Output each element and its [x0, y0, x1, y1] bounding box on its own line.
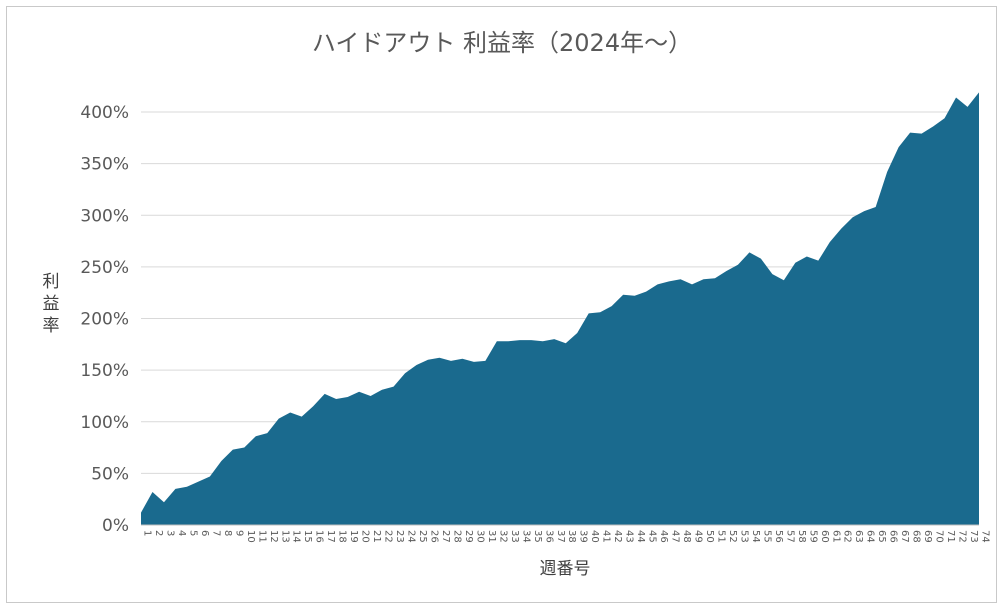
y-tick-label: 150%: [80, 361, 129, 381]
x-tick-label: 44: [635, 530, 646, 543]
x-tick-label: 30: [474, 530, 485, 543]
x-tick-label: 49: [693, 530, 704, 543]
x-tick-label: 20: [360, 530, 371, 543]
x-tick-label: 38: [566, 530, 577, 543]
y-tick-label: 200%: [80, 310, 129, 330]
x-tick-label: 13: [279, 530, 290, 543]
x-tick-label: 22: [383, 530, 394, 543]
x-tick-label: 60: [819, 530, 830, 543]
x-tick-label: 54: [750, 530, 761, 543]
x-tick-label: 10: [245, 530, 256, 543]
x-tick-label: 61: [830, 530, 841, 543]
x-tick-label: 25: [417, 530, 428, 543]
x-tick-label: 32: [497, 530, 508, 543]
x-tick-label: 58: [796, 530, 807, 543]
y-tick-label: 100%: [80, 413, 129, 433]
area-chart: ハイドアウト 利益率（2024年～） 0%50%100%150%200%250%…: [43, 29, 991, 579]
x-tick-label: 3: [164, 530, 175, 536]
chart-frame: ハイドアウト 利益率（2024年～） 0% 50% 100% 150% 200% 250%…: [6, 6, 997, 603]
x-tick-label: 11: [256, 530, 267, 543]
x-tick-label: 45: [647, 530, 658, 543]
x-tick-label: 14: [291, 530, 302, 543]
x-tick-label: 68: [911, 530, 922, 543]
x-tick-label: 57: [784, 530, 795, 543]
y-tick-label: 50%: [91, 464, 129, 484]
x-tick-label: 55: [761, 530, 772, 543]
x-tick-label: 51: [715, 530, 726, 543]
x-tick-label: 53: [738, 530, 749, 543]
x-tick-label: 9: [233, 530, 244, 536]
x-tick-label: 64: [865, 530, 876, 543]
x-tick-label: 50: [704, 530, 715, 543]
x-tick-label: 66: [888, 530, 899, 543]
x-tick-label: 26: [428, 530, 439, 543]
x-tick-label: 65: [876, 530, 887, 543]
x-tick-label: 67: [899, 530, 910, 543]
x-tick-label: 46: [658, 530, 669, 543]
x-tick-label: 71: [945, 530, 956, 543]
x-tick-label: 42: [612, 530, 623, 543]
x-tick-label: 69: [922, 530, 933, 543]
y-axis-title: 利益率: [43, 272, 60, 336]
x-tick-label: 41: [601, 530, 612, 543]
x-tick-label: 39: [578, 530, 589, 543]
x-tick-label: 21: [371, 530, 382, 543]
y-tick-label: 400%: [80, 103, 129, 123]
x-tick-label: 43: [624, 530, 635, 543]
x-tick-label: 27: [440, 530, 451, 543]
x-axis-title: 週番号: [540, 559, 591, 579]
x-tick-label: 52: [727, 530, 738, 543]
x-tick-label: 70: [934, 530, 945, 543]
x-tick-label: 31: [486, 530, 497, 543]
x-tick-label: 56: [773, 530, 784, 543]
x-tick-label: 73: [968, 530, 979, 543]
x-tick-label: 17: [325, 530, 336, 543]
x-tick-label: 19: [348, 530, 359, 543]
x-axis-ticks: 1 2 3 4 5 6 7 8 9 10 11 12 13 14 15 16 17 18 19 20 21 22 23 24 2…: [142, 530, 991, 543]
x-tick-label: 40: [589, 530, 600, 543]
x-tick-label: 23: [394, 530, 405, 543]
y-axis-ticks: 0% 50% 100% 150% 200% 250% 300% 350% 400%: [80, 103, 129, 536]
x-tick-label: 72: [957, 530, 968, 543]
x-tick-label: 28: [451, 530, 462, 543]
x-tick-label: 62: [842, 530, 853, 543]
y-tick-label: 250%: [80, 258, 129, 278]
y-tick-label: 350%: [80, 155, 129, 175]
x-tick-label: 1: [142, 530, 153, 536]
x-tick-label: 59: [807, 530, 818, 543]
y-tick-label: 300%: [80, 206, 129, 226]
x-tick-label: 35: [532, 530, 543, 543]
x-tick-label: 4: [176, 530, 187, 536]
x-tick-label: 7: [210, 530, 221, 536]
x-tick-label: 34: [520, 530, 531, 543]
x-tick-label: 15: [302, 530, 313, 543]
x-tick-label: 6: [199, 530, 210, 536]
x-tick-label: 37: [555, 530, 566, 543]
x-tick-label: 2: [153, 530, 164, 536]
x-tick-label: 12: [268, 530, 279, 543]
area-series: [141, 92, 979, 525]
chart-title: ハイドアウト 利益率（2024年～）: [312, 29, 692, 57]
x-tick-label: 47: [670, 530, 681, 543]
x-tick-label: 74: [980, 530, 991, 543]
x-tick-label: 8: [222, 530, 233, 536]
x-tick-label: 33: [509, 530, 520, 543]
y-tick-label: 0%: [102, 516, 129, 536]
x-tick-label: 5: [187, 530, 198, 536]
x-tick-label: 24: [406, 530, 417, 543]
x-tick-label: 18: [337, 530, 348, 543]
x-tick-label: 16: [314, 530, 325, 543]
x-tick-label: 48: [681, 530, 692, 543]
x-tick-label: 63: [853, 530, 864, 543]
x-tick-label: 36: [543, 530, 554, 543]
x-tick-label: 29: [463, 530, 474, 543]
